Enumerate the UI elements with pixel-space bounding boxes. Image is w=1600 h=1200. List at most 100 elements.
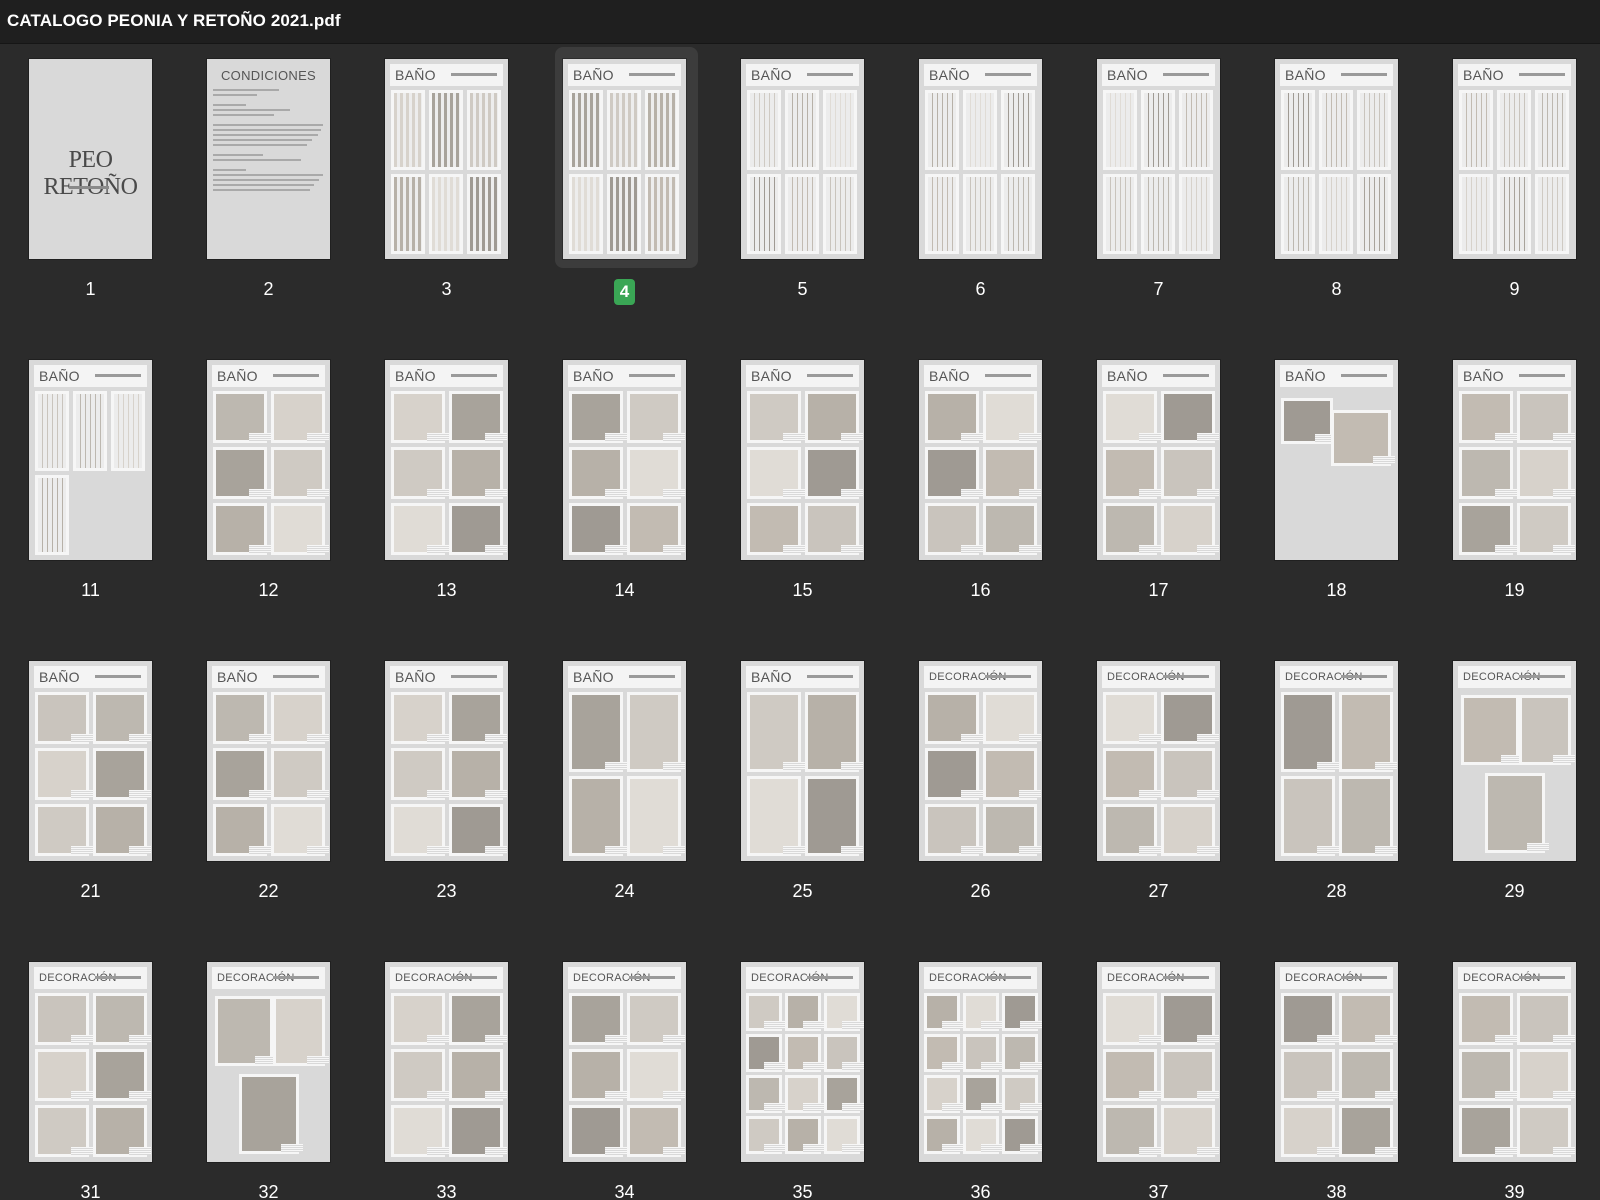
page-thumbnail[interactable]: BAÑO 8 (1256, 44, 1428, 344)
page-preview[interactable]: CONDICIONES (207, 59, 330, 259)
curtain-photo (785, 174, 819, 254)
product-image (630, 450, 678, 496)
page-preview[interactable]: BAÑO (741, 661, 864, 861)
product-photo (1519, 695, 1571, 765)
page-preview[interactable]: BAÑO (385, 661, 508, 861)
page-thumbnail[interactable]: BAÑO 6 (900, 44, 1072, 344)
product-image (1164, 1052, 1212, 1098)
page-preview[interactable]: PEO RETOÑO (29, 59, 152, 259)
page-number-label: 5 (722, 279, 883, 300)
page-thumbnail[interactable]: DECORACIÓN 36 (900, 947, 1072, 1200)
page-thumbnail[interactable]: BAÑO 17 (1078, 345, 1250, 645)
page-preview[interactable]: BAÑO (1453, 360, 1576, 560)
page-thumbnail[interactable]: BAÑO 12 (188, 345, 360, 645)
page-preview[interactable]: DECORACIÓN (1275, 661, 1398, 861)
page-thumbnail[interactable]: BAÑO 19 (1434, 345, 1600, 645)
page-thumbnail[interactable]: BAÑO 23 (366, 646, 538, 946)
page-preview[interactable]: BAÑO (207, 360, 330, 560)
page-preview[interactable]: BAÑO (385, 360, 508, 560)
page-preview[interactable]: DECORACIÓN (1275, 962, 1398, 1162)
page-preview[interactable]: BAÑO (29, 360, 152, 560)
page-thumbnail[interactable]: DECORACIÓN 33 (366, 947, 538, 1200)
page-preview[interactable]: DECORACIÓN (385, 962, 508, 1162)
page-preview[interactable]: BAÑO (1097, 360, 1220, 560)
page-section-header: DECORACIÓN (924, 967, 1037, 989)
curtain-photo (645, 174, 679, 254)
page-number-label: 15 (722, 580, 883, 601)
page-preview[interactable]: DECORACIÓN (1453, 661, 1576, 861)
page-preview[interactable]: BAÑO (1275, 360, 1398, 560)
page-thumbnail[interactable]: DECORACIÓN 39 (1434, 947, 1600, 1200)
product-label (1553, 489, 1575, 497)
page-thumbnail[interactable]: DECORACIÓN 31 (10, 947, 182, 1200)
page-thumbnail[interactable]: BAÑO 16 (900, 345, 1072, 645)
product-image (1522, 698, 1568, 762)
product-image (394, 394, 442, 440)
product-image (1342, 695, 1390, 769)
page-thumbnail[interactable]: BAÑO 25 (722, 646, 894, 946)
page-preview[interactable]: BAÑO (1275, 59, 1398, 259)
page-thumbnail[interactable]: BAÑO 3 (366, 44, 538, 344)
page-thumbnail[interactable]: PEO RETOÑO 1 (10, 44, 182, 344)
page-preview[interactable]: BAÑO (919, 59, 1042, 259)
page-preview[interactable]: DECORACIÓN (919, 661, 1042, 861)
page-preview[interactable]: DECORACIÓN (29, 962, 152, 1162)
page-preview[interactable]: DECORACIÓN (563, 962, 686, 1162)
page-preview[interactable]: DECORACIÓN (1453, 962, 1576, 1162)
product-label (803, 1103, 825, 1111)
page-thumbnail[interactable]: DECORACIÓN 29 (1434, 646, 1600, 946)
section-title: BAÑO (573, 67, 614, 83)
page-preview[interactable]: DECORACIÓN (1097, 661, 1220, 861)
page-thumbnail[interactable]: DECORACIÓN 32 (188, 947, 360, 1200)
page-thumbnail[interactable]: BAÑO 21 (10, 646, 182, 946)
page-thumbnail[interactable]: BAÑO 9 (1434, 44, 1600, 344)
page-preview[interactable]: DECORACIÓN (1097, 962, 1220, 1162)
page-thumbnail[interactable]: DECORACIÓN 28 (1256, 646, 1428, 946)
section-subtitle (273, 374, 319, 377)
page-thumbnail[interactable]: BAÑO 15 (722, 345, 894, 645)
page-thumbnail[interactable]: DECORACIÓN 27 (1078, 646, 1250, 946)
product-label (307, 790, 329, 798)
page-preview[interactable]: BAÑO (207, 661, 330, 861)
page-preview[interactable]: BAÑO (1097, 59, 1220, 259)
page-thumbnail[interactable]: BAÑO 22 (188, 646, 360, 946)
page-preview[interactable]: BAÑO (385, 59, 508, 259)
page-preview[interactable]: BAÑO (919, 360, 1042, 560)
page-thumbnail[interactable]: BAÑO 11 (10, 345, 182, 645)
page-thumbnail[interactable]: DECORACIÓN 35 (722, 947, 894, 1200)
page-section-header: DECORACIÓN (924, 666, 1037, 688)
section-title: DECORACIÓN (39, 972, 117, 984)
product-photo (805, 692, 859, 772)
page-preview[interactable]: BAÑO (29, 661, 152, 861)
page-number: 29 (1504, 881, 1525, 901)
page-thumbnail[interactable]: DECORACIÓN 26 (900, 646, 1072, 946)
page-preview[interactable]: DECORACIÓN (919, 962, 1042, 1162)
page-preview[interactable]: BAÑO (563, 661, 686, 861)
page-thumbnail-grid[interactable]: PEO RETOÑO 1 CONDICIONES 2 BAÑO 3 BAÑO 4 BAÑO 5 BA… (0, 44, 1600, 1200)
curtain-photo (963, 174, 997, 254)
page-preview[interactable]: DECORACIÓN (741, 962, 864, 1162)
page-thumbnail[interactable]: DECORACIÓN 38 (1256, 947, 1428, 1200)
page-preview[interactable]: BAÑO (741, 59, 864, 259)
page-thumbnail[interactable]: BAÑO 4 (544, 44, 716, 344)
page-thumbnail[interactable]: CONDICIONES 2 (188, 44, 360, 344)
product-label (783, 762, 805, 770)
page-preview[interactable]: DECORACIÓN (207, 962, 330, 1162)
page-thumbnail[interactable]: BAÑO 7 (1078, 44, 1250, 344)
page-thumbnail[interactable]: BAÑO 14 (544, 345, 716, 645)
page-thumbnail[interactable]: DECORACIÓN 34 (544, 947, 716, 1200)
product-label (427, 1147, 449, 1155)
product-photo (627, 776, 681, 856)
page-thumbnail[interactable]: BAÑO 24 (544, 646, 716, 946)
product-photo (35, 748, 89, 800)
page-preview[interactable]: BAÑO (1453, 59, 1576, 259)
page-thumbnail[interactable]: BAÑO 5 (722, 44, 894, 344)
page-thumbnail[interactable]: BAÑO 18 (1256, 345, 1428, 645)
page-thumbnail[interactable]: BAÑO 13 (366, 345, 538, 645)
page-preview[interactable]: BAÑO (563, 360, 686, 560)
product-label (1139, 489, 1161, 497)
page-preview[interactable]: BAÑO (563, 59, 686, 259)
product-image (630, 695, 678, 769)
page-preview[interactable]: BAÑO (741, 360, 864, 560)
page-thumbnail[interactable]: DECORACIÓN 37 (1078, 947, 1250, 1200)
